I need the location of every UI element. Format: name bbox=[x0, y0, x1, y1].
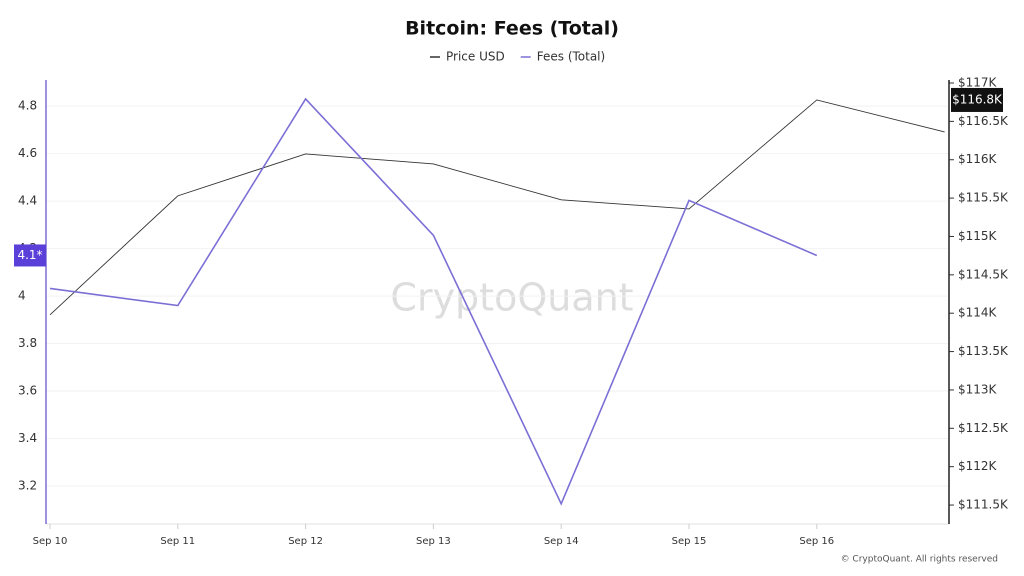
left-badge: 4.1* bbox=[17, 248, 42, 262]
series-line bbox=[49, 99, 945, 316]
x-tick-label: Sep 16 bbox=[799, 536, 834, 547]
y2-tick-label: $117K bbox=[958, 75, 998, 89]
y-tick-label: 3.4 bbox=[18, 431, 37, 445]
y2-tick-label: $115.5K bbox=[958, 191, 1009, 205]
y2-tick-label: $112.5K bbox=[958, 421, 1009, 435]
y-tick-label: 3.8 bbox=[18, 336, 37, 350]
footer: © CryptoQuant. All rights reserved bbox=[841, 555, 998, 565]
y2-tick-label: $113.5K bbox=[958, 344, 1009, 358]
x-tick-label: Sep 12 bbox=[288, 536, 323, 547]
watermark: CryptoQuant bbox=[390, 276, 633, 320]
x-tick-label: Sep 13 bbox=[416, 536, 451, 547]
left-badge-bg bbox=[14, 244, 46, 267]
y2-tick-label: $116.5K bbox=[958, 114, 1009, 128]
y2-tick-label: $116K bbox=[958, 152, 998, 166]
y-tick-label: 4.6 bbox=[18, 146, 37, 160]
y-tick-label: 4.8 bbox=[18, 99, 37, 113]
legend-label: Fees (Total) bbox=[537, 50, 605, 64]
right-badge: $116.8K bbox=[952, 92, 1003, 106]
y2-tick-label: $113K bbox=[958, 382, 998, 396]
y-tick-label: 4 bbox=[18, 289, 26, 303]
legend-label: Price USD bbox=[446, 50, 505, 64]
x-tick-label: Sep 11 bbox=[160, 536, 195, 547]
y2-tick-label: $111.5K bbox=[958, 498, 1009, 512]
x-tick-label: Sep 10 bbox=[33, 536, 68, 547]
y2-tick-label: $112K bbox=[958, 459, 998, 473]
y-tick-label: 3.6 bbox=[18, 384, 37, 398]
y-tick-label: 4.4 bbox=[18, 194, 37, 208]
y2-tick-label: $115K bbox=[958, 229, 998, 243]
right-badge-bg bbox=[951, 87, 1003, 112]
y2-tick-label: $114K bbox=[958, 306, 998, 320]
chart-title: Bitcoin: Fees (Total) bbox=[405, 18, 619, 40]
y-tick-label: 3.2 bbox=[18, 479, 37, 493]
series-line bbox=[49, 97, 818, 506]
y2-tick-label: $114.5K bbox=[958, 267, 1009, 281]
x-tick-label: Sep 14 bbox=[544, 536, 579, 547]
x-tick-label: Sep 15 bbox=[672, 536, 707, 547]
